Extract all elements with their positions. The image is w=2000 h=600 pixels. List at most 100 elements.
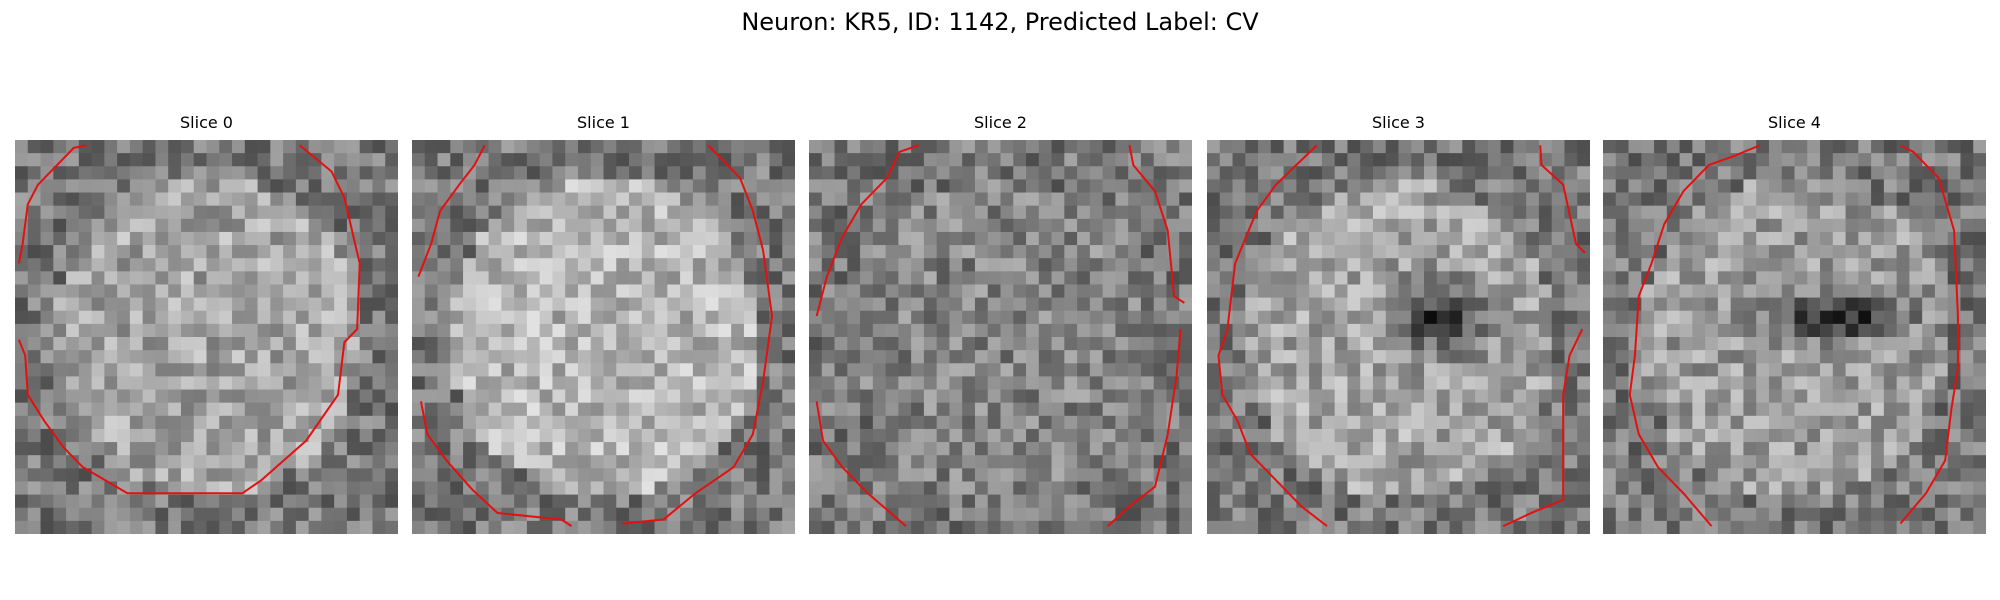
pixel	[898, 284, 912, 298]
pixel	[641, 350, 655, 364]
pixel	[1538, 140, 1553, 154]
pixel	[1347, 297, 1361, 312]
pixel	[629, 153, 643, 167]
pixel	[1756, 415, 1770, 430]
pixel	[847, 455, 861, 469]
pixel	[1538, 520, 1553, 534]
pixel	[257, 337, 271, 351]
pixel	[142, 481, 156, 495]
pixel	[1153, 494, 1167, 509]
pixel	[629, 218, 643, 233]
pixel	[821, 179, 835, 193]
pixel	[104, 284, 118, 298]
pixel	[539, 376, 553, 390]
pixel	[155, 271, 169, 285]
pixel	[1398, 310, 1412, 325]
pixel	[412, 323, 426, 338]
pixel	[412, 363, 426, 377]
pixel	[705, 245, 719, 259]
pixel	[1717, 166, 1732, 180]
pixel	[1449, 468, 1463, 482]
pixel	[117, 428, 131, 443]
pixel	[1743, 507, 1757, 522]
pixel	[590, 494, 604, 509]
pixel	[1934, 481, 1949, 495]
pixel	[1922, 192, 1936, 207]
pixel	[1781, 350, 1795, 364]
pixel	[1000, 323, 1014, 338]
pixel	[1526, 376, 1540, 390]
pixel	[1166, 258, 1180, 272]
pixel	[1064, 271, 1078, 285]
pixel	[1807, 494, 1821, 509]
pixel	[1500, 231, 1514, 246]
pixel	[1436, 284, 1450, 298]
pixel	[142, 166, 156, 180]
pixel	[78, 245, 92, 259]
pixel	[501, 363, 515, 377]
pixel	[1973, 284, 1986, 298]
pixel	[1321, 337, 1336, 351]
pixel	[847, 245, 861, 259]
pixel	[1500, 468, 1514, 482]
pixel	[1038, 166, 1052, 180]
pixel	[565, 415, 579, 430]
pixel	[1179, 205, 1192, 220]
pixel	[308, 258, 322, 272]
pixel	[1309, 389, 1323, 404]
pixel	[1654, 442, 1668, 456]
pixel	[1794, 428, 1808, 443]
pixel	[346, 350, 361, 364]
pixel	[1909, 442, 1923, 456]
pixel	[782, 245, 795, 259]
pixel	[488, 442, 502, 456]
pixel	[1781, 271, 1795, 285]
panel-title: Slice 0	[180, 113, 233, 132]
pixel	[385, 218, 398, 233]
pixel	[590, 520, 604, 534]
pixel	[359, 337, 373, 351]
pixel	[1551, 245, 1565, 259]
pixel	[911, 205, 925, 220]
pixel	[590, 507, 604, 522]
pixel	[244, 389, 258, 404]
pixel	[974, 520, 989, 534]
pixel	[1577, 231, 1590, 246]
pixel	[1064, 389, 1078, 404]
pixel	[40, 192, 54, 207]
pixel	[219, 481, 233, 495]
pixel	[1500, 494, 1514, 509]
pixel	[78, 271, 92, 285]
pixel	[898, 323, 912, 338]
pixel	[193, 258, 207, 272]
pixel	[1730, 350, 1744, 364]
pixel	[603, 337, 617, 351]
pixel	[936, 271, 950, 285]
pixel	[475, 205, 489, 220]
pixel	[1411, 337, 1425, 351]
pixel	[1909, 337, 1923, 351]
pixel	[821, 166, 835, 180]
pixel	[834, 363, 848, 377]
pixel	[270, 258, 284, 272]
pixel	[219, 402, 233, 417]
pixel	[40, 507, 54, 522]
pixel	[412, 271, 426, 285]
pixel	[1896, 205, 1910, 220]
pixel	[1679, 271, 1693, 285]
pixel	[654, 153, 668, 167]
pixel	[1258, 310, 1272, 325]
pixel	[718, 179, 732, 193]
pixel	[1666, 284, 1680, 298]
pixel	[412, 218, 426, 233]
pixel	[898, 376, 912, 390]
pixel	[654, 323, 668, 338]
pixel	[1462, 310, 1476, 325]
pixel	[1258, 166, 1272, 180]
pixel	[514, 310, 528, 325]
pixel	[692, 218, 707, 233]
pixel	[1166, 310, 1180, 325]
pixel	[1820, 166, 1834, 180]
pixel	[244, 205, 258, 220]
pixel	[1896, 376, 1910, 390]
